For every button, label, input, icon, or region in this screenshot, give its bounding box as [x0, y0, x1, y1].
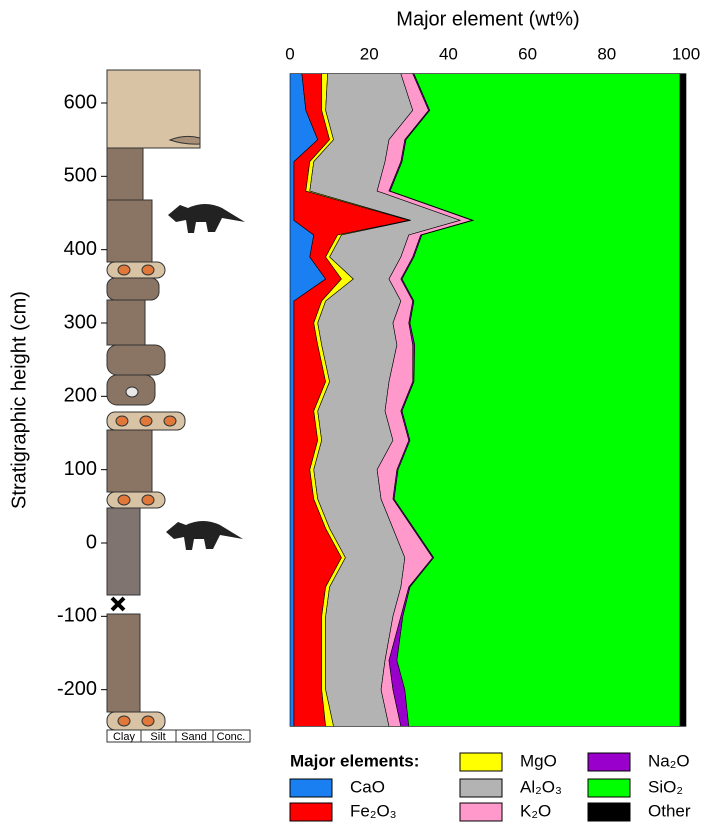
legend-swatch	[460, 753, 502, 771]
y-tick-label: 500	[64, 165, 97, 187]
legend-label: Other	[648, 801, 691, 820]
legend-label: MgO	[520, 751, 557, 770]
legend-swatch	[460, 803, 502, 821]
chart-title: Major element (wt%)	[396, 8, 579, 30]
legend-swatch	[460, 779, 502, 797]
y-tick-label: -100	[57, 605, 97, 627]
legend-label: SiO₂	[648, 777, 683, 796]
y-tick-label: 0	[86, 531, 97, 553]
legend-swatch	[290, 803, 332, 821]
legend-title: Major elements:	[290, 751, 419, 770]
y-tick-label: 200	[64, 385, 97, 407]
legend-swatch	[588, 803, 630, 821]
legend-label: Al₂O₃	[520, 777, 562, 796]
column-label: Clay	[113, 731, 136, 743]
legend-label: K₂O	[520, 801, 551, 820]
x-tick-label: 0	[285, 44, 294, 63]
x-tick-label: 100	[672, 44, 700, 63]
legend-label: Na₂O	[648, 751, 690, 770]
x-tick-label: 80	[597, 44, 616, 63]
y-tick-label: 300	[64, 311, 97, 333]
legend-swatch	[588, 753, 630, 771]
legend-swatch	[588, 779, 630, 797]
chart: Stratigraphic height (cm) Major element …	[0, 0, 704, 829]
y-tick-label: 100	[64, 458, 97, 480]
y-tick-label: -200	[57, 678, 97, 700]
legend-label: CaO	[350, 777, 385, 796]
column-label: Sand	[181, 731, 207, 743]
legend-label: Fe₂O₃	[350, 801, 397, 820]
legend-swatch	[290, 779, 332, 797]
x-tick-label: 60	[518, 44, 537, 63]
column-label: Conc.	[217, 731, 246, 743]
area	[390, 74, 680, 727]
strat-column	[107, 70, 250, 742]
y-tick-label: 400	[64, 238, 97, 260]
x-tick-label: 20	[360, 44, 379, 63]
x-tick-label: 40	[439, 44, 458, 63]
area	[680, 74, 686, 727]
y-tick-label: 600	[64, 91, 97, 113]
column-label: Silt	[150, 731, 165, 743]
y-axis-label: Stratigraphic height (cm)	[8, 291, 30, 509]
